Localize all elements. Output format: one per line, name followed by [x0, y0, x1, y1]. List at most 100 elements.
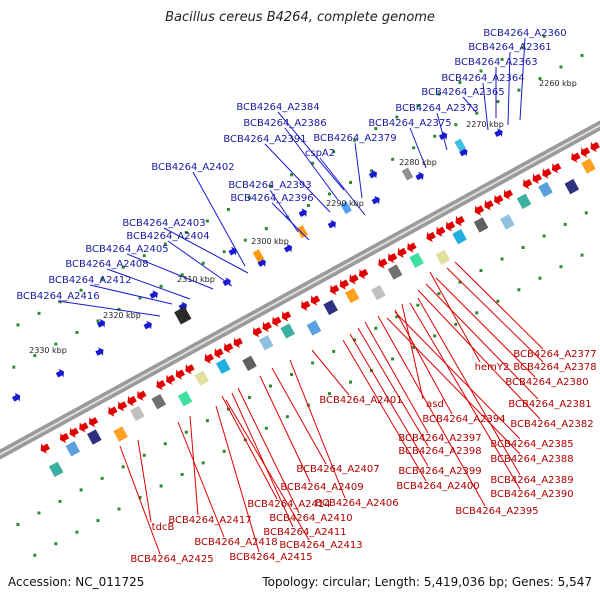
- footer: Accession: NC_011725 Topology: circular;…: [8, 575, 592, 589]
- tick-dot: [285, 415, 289, 419]
- gene-label-hemy2: hemY2: [475, 362, 510, 373]
- reverse-gene-arrow: [262, 321, 272, 333]
- leader-line: [277, 111, 345, 191]
- tick-dot: [353, 338, 357, 342]
- tick-dot: [521, 245, 525, 249]
- leader-line: [271, 367, 327, 465]
- gene-label-bcb4264_a2389: BCB4264_A2389: [490, 475, 573, 486]
- tick-dot: [412, 345, 416, 349]
- gene-label-bcb4264_a2418: BCB4264_A2418: [194, 537, 277, 548]
- feature-block: [340, 201, 352, 215]
- tick-dot: [201, 261, 205, 265]
- tick-dot: [16, 523, 20, 527]
- reverse-gene-arrow: [127, 395, 137, 407]
- feature-block: [258, 335, 274, 351]
- leader-line: [386, 317, 521, 455]
- reverse-gene-arrow: [272, 316, 282, 327]
- tick-dot: [37, 511, 41, 515]
- tick-dot: [580, 253, 584, 257]
- tick-dot: [180, 472, 184, 476]
- gene-label-bcb4264_a2406: BCB4264_A2406: [315, 498, 398, 509]
- tick-dot: [264, 426, 268, 430]
- leader-line: [106, 268, 191, 300]
- tick-dot: [327, 392, 331, 396]
- tick-dot: [349, 380, 353, 384]
- leader-line: [377, 315, 486, 507]
- tick-dot: [205, 219, 209, 223]
- leader-line: [401, 303, 424, 400]
- gene-label-bcb4264_a2403: BCB4264_A2403: [122, 218, 205, 229]
- gene-label-bcb4264_a2416: BCB4264_A2416: [16, 291, 99, 302]
- forward-gene-arrow: [494, 128, 503, 138]
- gene-label-bcb4264_a2363: BCB4264_A2363: [454, 57, 537, 68]
- tick-dot: [290, 372, 294, 376]
- leader-line: [462, 96, 477, 113]
- feature-block: [130, 405, 145, 422]
- feature-block: [48, 461, 64, 478]
- leader-line: [289, 359, 346, 499]
- tick-dot: [433, 334, 437, 338]
- leader-line: [126, 253, 214, 290]
- leader-line: [394, 311, 521, 440]
- feature-block: [323, 299, 338, 316]
- tick-dot: [117, 507, 121, 511]
- gene-label-bcb4264_a2402: BCB4264_A2402: [151, 162, 234, 173]
- reverse-gene-arrow: [223, 342, 234, 354]
- tick-dot: [395, 315, 399, 319]
- reverse-gene-arrow: [580, 147, 591, 158]
- gene-label-bcb4264_a2396: BCB4264_A2396: [230, 193, 313, 204]
- tick-dot: [79, 488, 83, 492]
- gene-label-bcb4264_a2379: BCB4264_A2379: [313, 133, 396, 144]
- tick-dot: [201, 461, 205, 465]
- reverse-gene-arrow: [407, 242, 417, 253]
- tick-dot: [117, 307, 121, 311]
- tick-dot: [391, 157, 395, 161]
- tick-dot: [222, 250, 226, 254]
- feature-block: [151, 394, 167, 410]
- reverse-gene-arrow: [349, 274, 359, 285]
- feature-block: [473, 217, 489, 233]
- leader-line: [231, 392, 294, 528]
- gene-label-tdcb: tdcB: [152, 522, 175, 533]
- gene-label-bcb4264_a2409: BCB4264_A2409: [280, 482, 363, 493]
- tick-dot: [332, 150, 336, 154]
- gene-label-bcb4264_a2407: BCB4264_A2407: [296, 464, 379, 475]
- tick-dot: [159, 484, 163, 488]
- gene-label-bcb4264_a2365: BCB4264_A2365: [421, 87, 504, 98]
- accession-text: Accession: NC_011725: [8, 575, 145, 589]
- leader-line: [357, 327, 429, 447]
- feature-block: [387, 264, 403, 280]
- gene-label-bcb4264_a2388: BCB4264_A2388: [490, 454, 573, 465]
- gene-label-bcb4264_a2378: BCB4264_A2378: [513, 362, 596, 373]
- tick-dot: [458, 280, 462, 284]
- tick-dot: [100, 476, 104, 480]
- leader-line: [425, 283, 539, 400]
- reverse-gene-arrow: [252, 326, 263, 338]
- gene-label-bcb4264_a2385: BCB4264_A2385: [490, 439, 573, 450]
- tick-dot: [559, 65, 563, 69]
- tick-dot: [12, 365, 16, 369]
- forward-gene-arrow: [96, 318, 106, 328]
- label-leader-lines: [57, 37, 544, 555]
- tick-dot: [454, 123, 458, 127]
- tick-dot: [542, 34, 546, 38]
- feature-block: [194, 370, 210, 386]
- reverse-gene-arrow: [330, 284, 340, 296]
- feature-block: [344, 287, 360, 304]
- gene-label-bcb4264_a2411: BCB4264_A2411: [263, 527, 346, 538]
- tick-dot: [349, 180, 353, 184]
- reverse-gene-arrow: [301, 300, 311, 311]
- scale-labels: 2260 kbp 2270 kbp 2280 kbp 2290 kbp 2300 kbp…: [29, 79, 577, 355]
- gene-label-bcb4264_a2360: BCB4264_A2360: [483, 28, 566, 39]
- tick-dot: [163, 442, 167, 446]
- gene-label-bcb4264_a2394: BCB4264_A2394: [422, 414, 505, 425]
- leader-line: [349, 333, 429, 467]
- gene-label-bcb4264_a2393: BCB4264_A2393: [228, 180, 311, 191]
- tick-dot: [542, 234, 546, 238]
- leader-line: [454, 261, 544, 350]
- tick-dot: [16, 323, 20, 327]
- leader-line: [163, 227, 249, 274]
- tick-dot: [33, 553, 37, 557]
- leader-line: [57, 300, 161, 317]
